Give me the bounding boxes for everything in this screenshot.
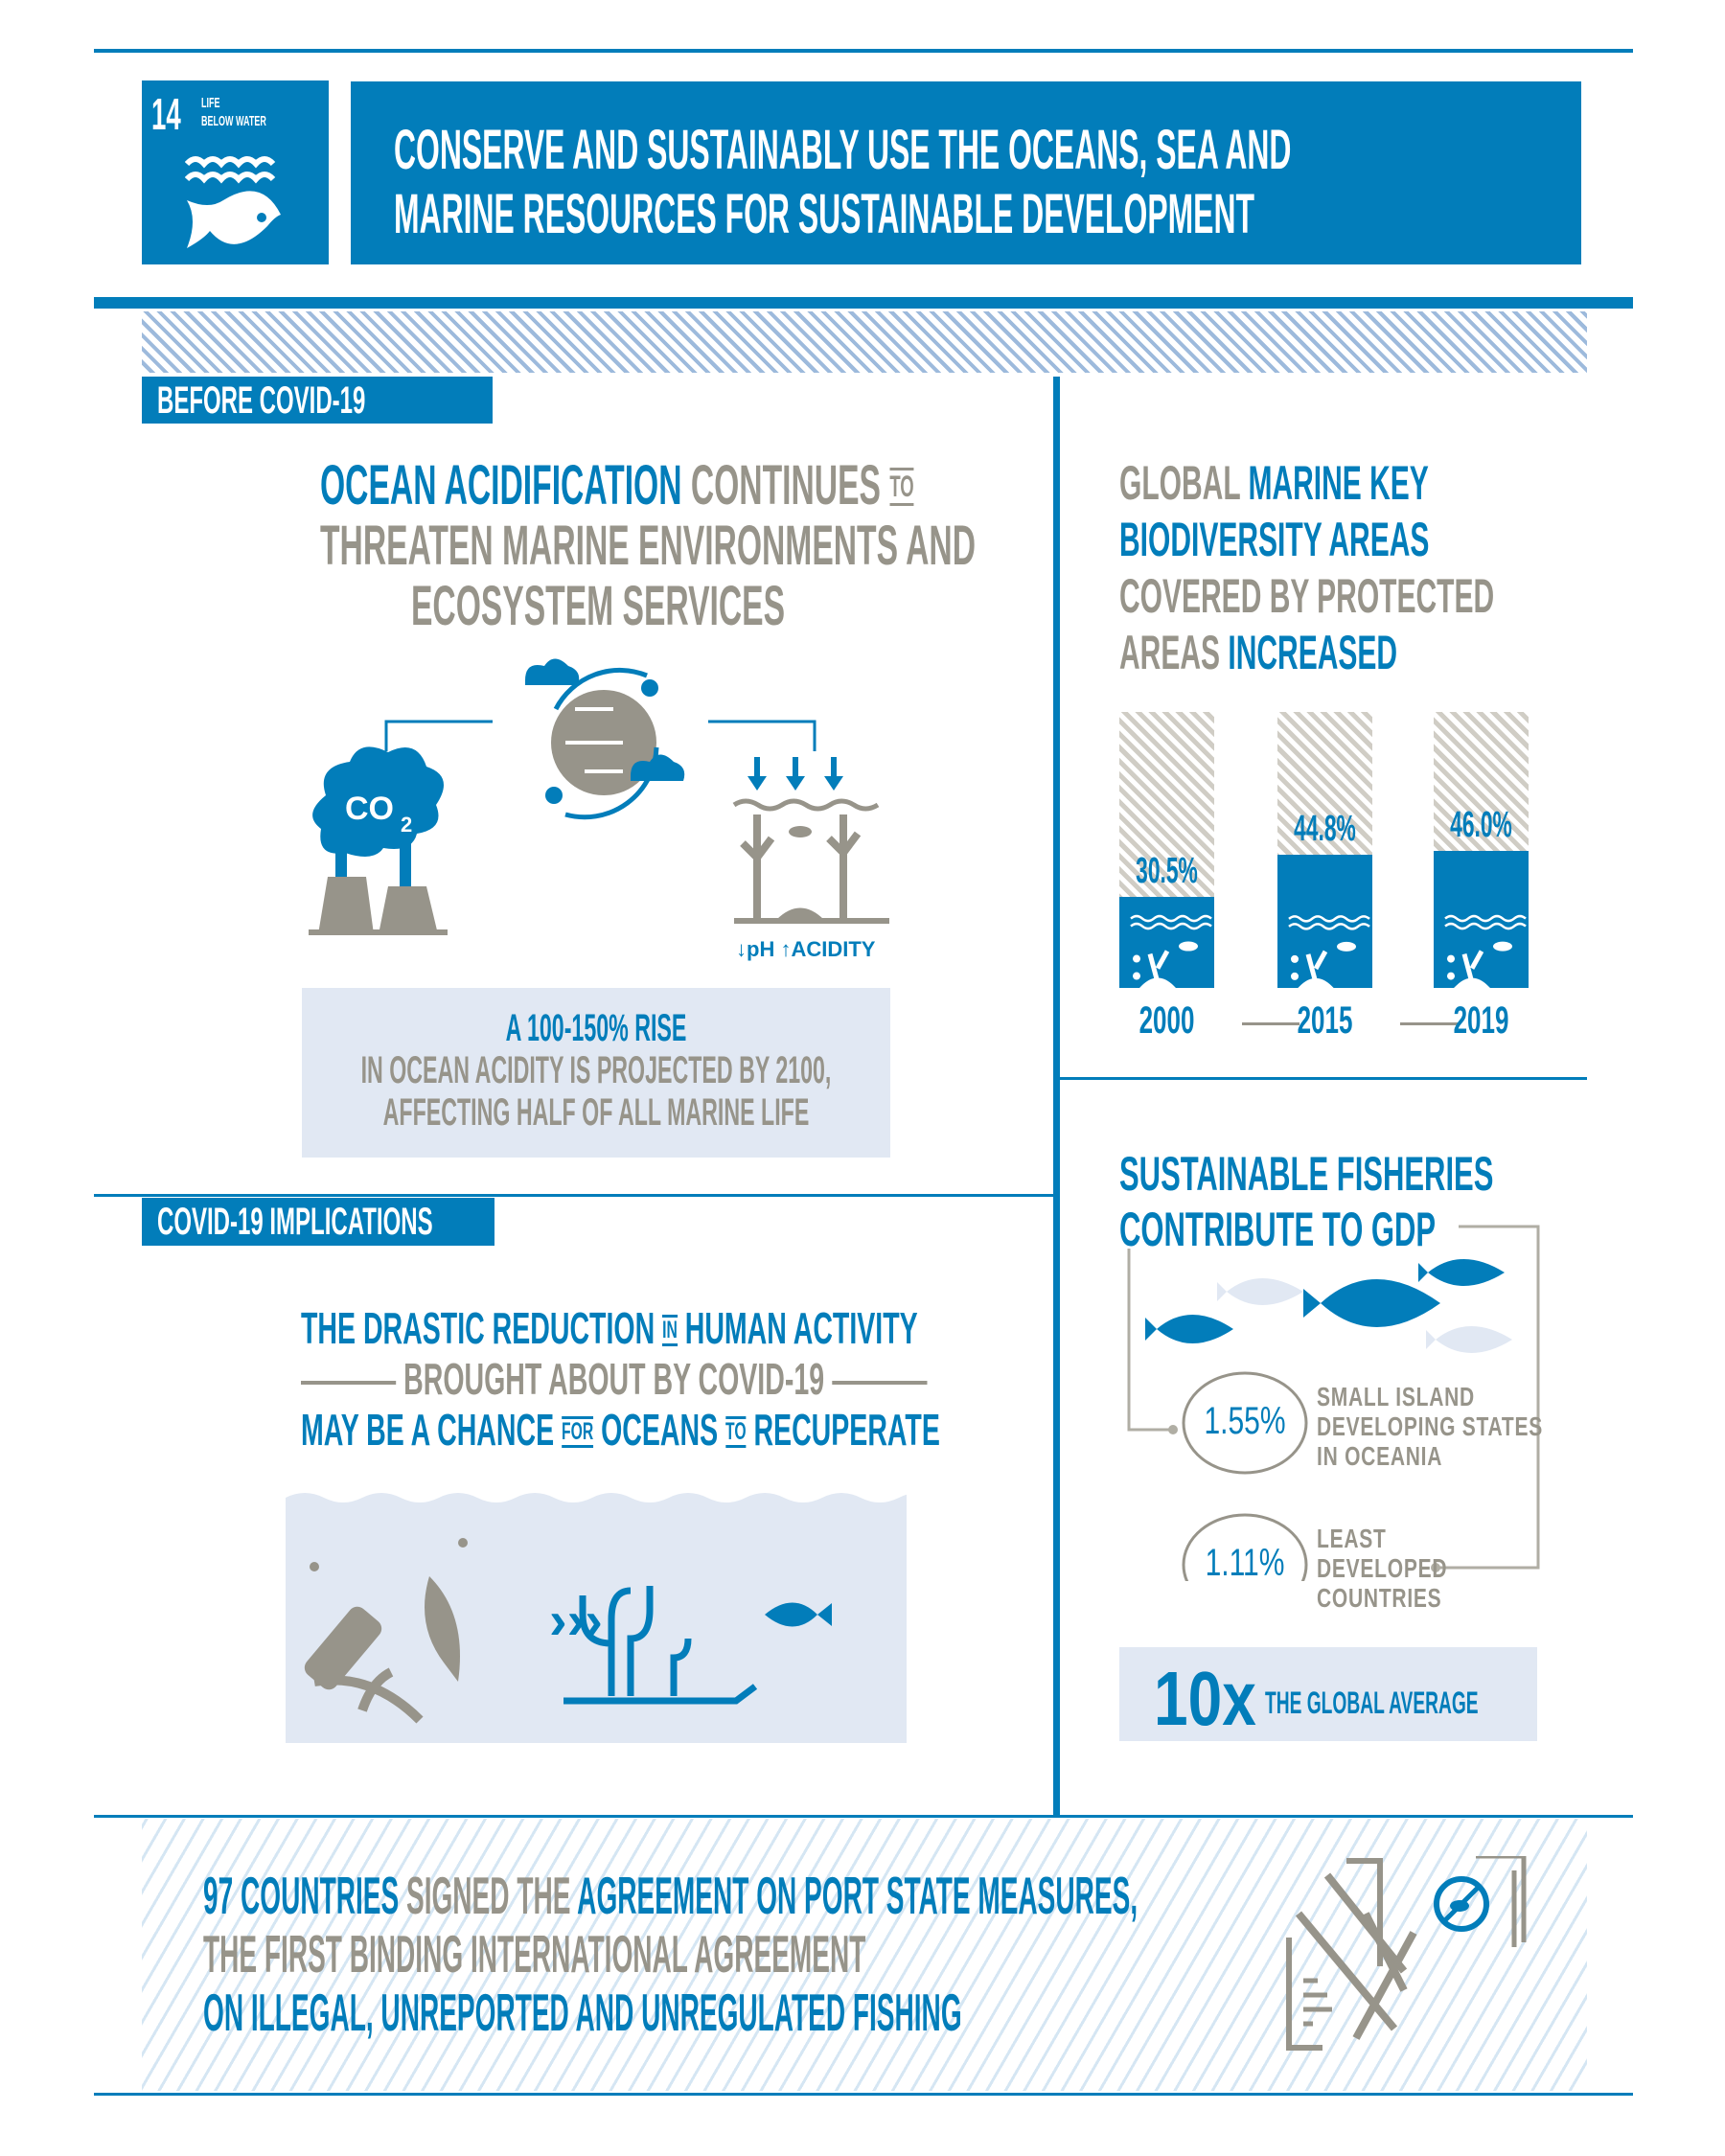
covid-implications-tag: COVID-19 IMPLICATIONS: [142, 1198, 494, 1246]
header-rule: [94, 297, 1633, 309]
psma-statement: 97 COUNTRIES SIGNED THE AGREEMENT ON POR…: [203, 1866, 1138, 2042]
bar-value-label: 44.8%: [1294, 809, 1356, 850]
ocean-acidity-icon: ↓pH ↑ACIDITY: [732, 757, 889, 961]
timeline-dash: [1400, 1022, 1458, 1025]
left-divider: [94, 1194, 1056, 1197]
bar-2000: [1119, 897, 1214, 991]
coral-reef-icon: [564, 1586, 758, 1705]
top-rule: [94, 49, 1633, 53]
bar-background: 44.8%: [1277, 712, 1372, 991]
right-divider: [1060, 1077, 1587, 1080]
year-label: 2000: [1138, 999, 1195, 1042]
fisheries-connectors: [1127, 1225, 1540, 1581]
fish-icon: [765, 1602, 832, 1627]
ldc-label: LEAST DEVELOPED COUNTRIES: [1317, 1524, 1448, 1613]
goal-number: 14: [151, 89, 181, 139]
year-label: 2015: [1297, 999, 1353, 1042]
svg-text:CO: CO: [345, 791, 394, 827]
fisheries-headline: SUSTAINABLE FISHERIES CONTRIBUTE TO GDP: [1119, 1147, 1494, 1256]
multiplier-box: 10x THE GLOBAL AVERAGE: [1119, 1647, 1537, 1741]
recovery-illustration: ›››: [286, 1490, 937, 1743]
svg-text:2: 2: [401, 813, 412, 837]
bar-background: 30.5%: [1119, 712, 1214, 991]
sdg14-badge: 14 LIFE BELOW WATER: [142, 80, 329, 264]
bar-value-label: 30.5%: [1136, 851, 1198, 892]
goal-title: CONSERVE AND SUSTAINABLY USE THE OCEANS,…: [394, 119, 1292, 245]
ldc-circle: [1182, 1513, 1308, 1581]
ldc-value: 1.11%: [1205, 1542, 1285, 1584]
bar-value-label: 46.0%: [1450, 805, 1512, 846]
goal-name: LIFE BELOW WATER: [201, 95, 266, 129]
acidification-headline: OCEAN ACIDIFICATION CONTINUES TO THREATE…: [320, 454, 977, 637]
footer-band: [142, 1819, 1587, 2091]
kba-headline: GLOBAL MARINE KEY BIODIVERSITY AREAS COV…: [1119, 456, 1495, 679]
acidity-fact-box: A 100-150% RISE IN OCEAN ACIDITY IS PROJE…: [302, 988, 890, 1158]
bar-background: 46.0%: [1434, 712, 1529, 991]
pollution-icon: [304, 1538, 468, 1724]
sids-label: SMALL ISLAND DEVELOPING STATES IN OCEANIA: [1317, 1382, 1544, 1471]
goal-title-box: CONSERVE AND SUSTAINABLY USE THE OCEANS,…: [351, 81, 1581, 264]
globe-climate-icon: [525, 658, 685, 820]
footer-top-rule: [94, 1815, 1633, 1818]
bar-2015: [1277, 855, 1372, 991]
footer-bottom-rule: [94, 2093, 1633, 2096]
handshake-agreement-icon: [1286, 1856, 1527, 2051]
covid-message: THE DRASTIC REDUCTION IN HUMAN ACTIVITY …: [301, 1303, 940, 1455]
year-label: 2019: [1453, 999, 1509, 1042]
before-covid-tag: BEFORE COVID-19: [142, 377, 493, 424]
bar-2019: [1434, 851, 1529, 991]
sids-value: 1.55%: [1204, 1400, 1286, 1442]
sids-circle: [1182, 1371, 1308, 1475]
factory-co2-icon: CO 2: [309, 746, 448, 935]
svg-text:↓pH ↑ACIDITY: ↓pH ↑ACIDITY: [736, 937, 876, 961]
fish-waves-icon: [185, 156, 281, 248]
timeline-dash: [1242, 1022, 1300, 1025]
hatch-band: [142, 311, 1587, 373]
kba-bar-chart: 30.5% 2000 44.8% 2015 46.0% 2019: [1092, 712, 1572, 1057]
acidification-diagram: CO 2 ↓pH ↑ACIDITY: [309, 658, 889, 961]
fish-school-icon: [1145, 1259, 1512, 1353]
vertical-divider: [1053, 377, 1060, 1816]
